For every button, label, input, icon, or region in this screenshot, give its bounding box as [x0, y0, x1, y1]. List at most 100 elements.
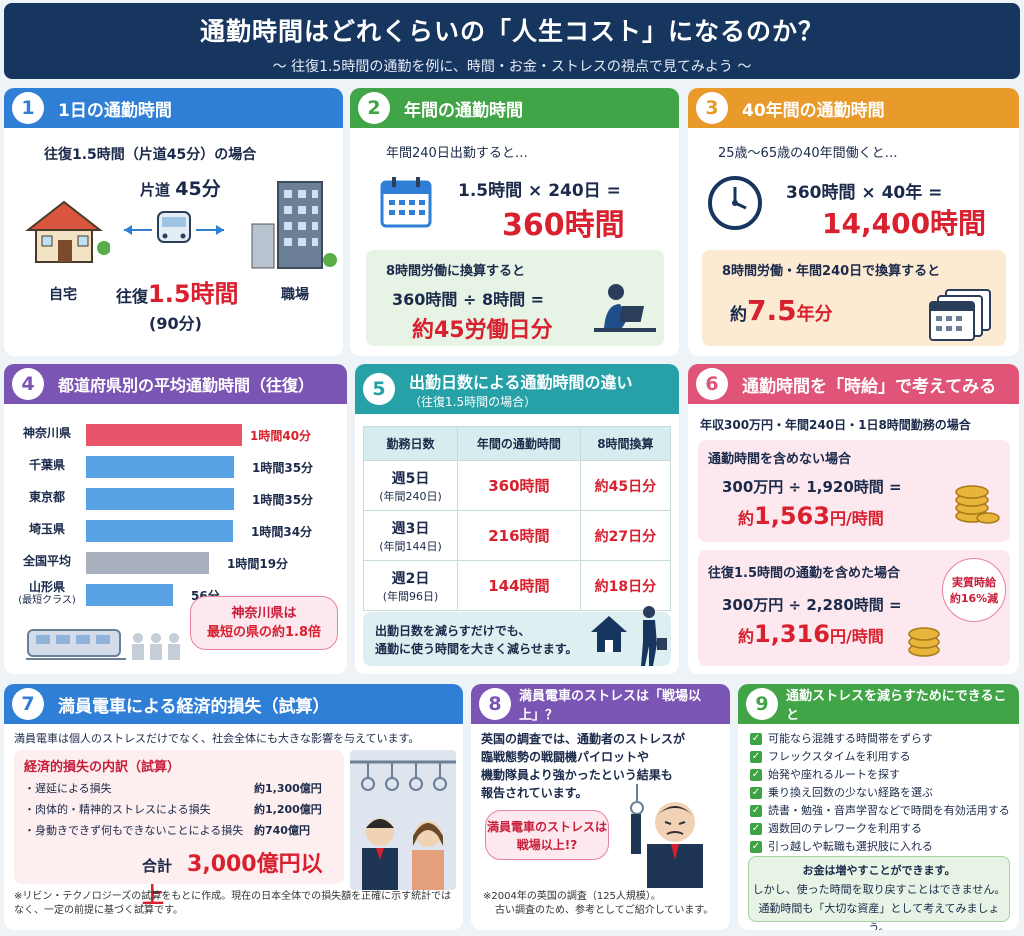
panel-stress-study: 8 満員電車のストレスは「戦場以上」？ 英国の調査では、通勤者のストレスが 臨戦態… — [471, 684, 730, 930]
condition-text: 年収300万円・年間240日・1日8時間勤務の場合 — [700, 418, 971, 432]
train-icon — [124, 211, 224, 243]
table-row: 週2日 (年間96日) 144時間 約18日分 — [363, 560, 672, 611]
bar-value-label: 1時間35分 — [252, 461, 314, 475]
panel-number: 5 — [363, 373, 395, 405]
conversion-title: 8時間労働に換算すると — [386, 264, 526, 279]
tip-text: 引っ越しや転職も選択肢に入れる — [768, 840, 933, 853]
panel-title: 満員電車のストレスは「戦場以上」？ — [519, 689, 702, 723]
conversion-title: 8時間労働・年間240日で換算すると — [722, 264, 941, 279]
study-text-line: 機動隊員より強かったという結果も — [481, 768, 673, 782]
loss-item-name: ・身動きできず何もできないことによる損失 — [24, 824, 244, 837]
wage-a-result: 約1,563円/時間 — [738, 502, 884, 530]
panel-header: 7 満員電車による経済的損失（試算） — [4, 684, 463, 724]
panel-title: 年間の通勤時間 — [404, 100, 523, 121]
panel-title: 通勤ストレスを減らすためにできること — [786, 689, 1007, 723]
passengers-icon — [350, 750, 456, 890]
table-note: 出勤日数を減らすだけでも、 通勤に使う時間を大きく減らせます。 — [375, 622, 578, 658]
calendar-stack-icon — [929, 289, 991, 341]
wage-box-a: 通勤時間を含めない場合 300万円 ÷ 1,920時間 = 約1,563円/時間 — [698, 440, 1010, 542]
study-text-line: 報告されています。 — [481, 786, 588, 800]
panel-40year-commute: 3 40年間の通勤時間 25歳～65歳の40年間働くと… 360時間 × 40年… — [688, 88, 1019, 356]
panel-header: 1 1日の通勤時間 — [4, 88, 343, 128]
tip-text: 週数回のテレワークを利用する — [768, 822, 922, 835]
bubble-line-2: 戦場以上!? — [516, 838, 578, 852]
table-note-box: 出勤日数を減らすだけでも、 通勤に使う時間を大きく減らせます。 — [363, 612, 671, 666]
tip-text: 読書・勉強・音声学習などで時間を有効活用する — [768, 804, 1010, 817]
bar-value-label: 1時間40分 — [250, 429, 312, 443]
table-header-cell: 8時間換算 — [579, 426, 672, 461]
condition-text: 往復1.5時間（片道45分）の場合 — [44, 147, 257, 163]
panel-header: 8 満員電車のストレスは「戦場以上」？ — [471, 684, 730, 724]
intro-text: 満員電車は個人のストレスだけでなく、社会全体にも大きな影響を与えています。 — [14, 732, 420, 745]
conclusion-line-2: しかし、使った時間を取り戻すことはできません。 — [752, 883, 1006, 896]
tip-item: ✓ 始発や座れるルートを探す — [750, 766, 1010, 784]
oneway-text: 片道 45分 — [140, 178, 221, 200]
panel-title: 満員電車による経済的損失（試算） — [58, 696, 330, 717]
house-icon — [25, 200, 110, 263]
table-cell-hours: 360時間 — [457, 460, 581, 511]
footnote-line-1: ※2004年の英国の調査（125人規模）。 — [483, 891, 661, 902]
bar-row: 東京都 1時間35分 — [4, 484, 347, 514]
clock-icon — [708, 176, 762, 230]
panel-number: 2 — [358, 92, 390, 124]
bar-category: 東京都 — [28, 490, 65, 504]
conversion-box: 8時間労働・年間240日で換算すると 約7.5年分 — [702, 250, 1006, 346]
loss-total: 合計 3,000億円以上 — [142, 852, 323, 909]
check-icon: ✓ — [750, 841, 762, 853]
check-icon: ✓ — [750, 805, 762, 817]
bar-category: 全国平均 — [22, 554, 71, 568]
bar — [86, 456, 234, 478]
bar — [86, 424, 242, 446]
panel-number: 8 — [479, 688, 511, 720]
bar-category: 埼玉県 — [28, 522, 65, 536]
panel-daily-commute: 1 1日の通勤時間 往復1.5時間（片道45分）の場合 片道 45分 自宅 職場… — [4, 88, 343, 356]
wage-b-formula: 300万円 ÷ 2,280時間 = — [722, 596, 902, 614]
wage-reduction-badge: 実質時給 約16%減 — [942, 558, 1006, 622]
panel-title: 出勤日数による通勤時間の違い — [409, 372, 633, 392]
bar-row: 埼玉県 1時間34分 — [4, 516, 347, 546]
conversion-formula: 360時間 ÷ 8時間 = — [392, 290, 545, 309]
panel-economic-loss: 7 満員電車による経済的損失（試算） 満員電車は個人のストレスだけでなく、社会全… — [4, 684, 463, 930]
formula-text: 360時間 × 40年 = — [786, 183, 943, 203]
conclusion-line-1: お金は増やすことができます。 — [802, 864, 956, 877]
tip-text: フレックスタイムを利用する — [768, 750, 911, 763]
note-line-2: 通勤に使う時間を大きく減らせます。 — [375, 642, 578, 656]
panel-number: 6 — [696, 368, 728, 400]
study-footnote: ※2004年の英国の調査（125人規模）。 古い調査のため、参考としてご紹介して… — [483, 890, 713, 918]
check-icon: ✓ — [750, 733, 762, 745]
study-text-line: 臨戦態勢の戦闘機パイロットや — [481, 750, 650, 764]
stressed-commuter-icon — [630, 784, 703, 888]
loss-footnote: ※リビン・テクノロジーズの試算をもとに作成。現在の日本全体での損失額を正確に示す… — [14, 891, 452, 916]
conversion-result: 約45労働日分 — [412, 318, 553, 343]
panel-prefecture-chart: 4 都道府県別の平均通勤時間（往復） 神奈川県 1時間40分 千葉県 1時間35分 東京… — [4, 364, 347, 674]
tip-text: 始発や座れるルートを探す — [768, 768, 900, 781]
condition-text: 25歳～65歳の40年間働くと… — [718, 146, 898, 161]
tip-item: ✓ 可能なら混雑する時間帯をずらす — [750, 730, 1010, 748]
check-icon: ✓ — [750, 769, 762, 781]
coins-icon — [908, 627, 940, 657]
worker-icon — [594, 284, 656, 332]
loss-item-name: ・遅延による損失 — [24, 782, 112, 795]
panel-number: 4 — [12, 368, 44, 400]
result-text: 360時間 — [502, 208, 625, 243]
tip-text: 乗り換え回数の少ない経路を選ぶ — [768, 786, 933, 799]
conclusion-line-3: 通勤時間も「大切な資産」として考えてみましょう。 — [758, 902, 1000, 930]
bar — [86, 488, 234, 510]
panel-number: 7 — [12, 688, 44, 720]
tip-item: ✓ 週数回のテレワークを利用する — [750, 820, 1010, 838]
badge-line-1: 実質時給 — [952, 576, 996, 589]
check-icon: ✓ — [750, 823, 762, 835]
panel-title: 都道府県別の平均通勤時間（往復） — [58, 376, 315, 395]
home-label: 自宅 — [49, 287, 77, 303]
bar-row: 神奈川県 1時間40分 — [4, 420, 347, 450]
study-text-line: 英国の調査では、通勤者のストレスが — [481, 732, 686, 746]
table-cell-hours: 216時間 — [457, 510, 581, 561]
study-text: 英国の調査では、通勤者のストレスが 臨戦態勢の戦闘機パイロットや機動隊員より強かっ… — [481, 730, 685, 802]
passengers-icon — [26, 629, 180, 660]
wage-b-result: 約1,316円/時間 — [738, 620, 884, 648]
bar-value-label: 1時間19分 — [227, 557, 289, 571]
building-icon — [251, 181, 337, 269]
tip-text: 可能なら混雑する時間帯をずらす — [768, 732, 933, 745]
workdays-table: 勤務日数 年間の通勤時間 8時間換算 週5日 (年間240日) 360時間 約45日分 週3… — [363, 426, 672, 611]
bubble-line-2: 最短の県の約1.8倍 — [206, 625, 322, 640]
